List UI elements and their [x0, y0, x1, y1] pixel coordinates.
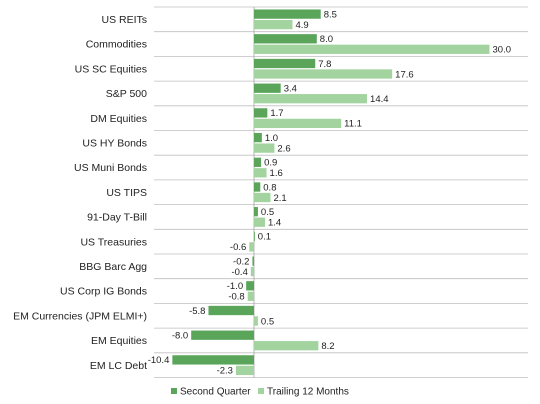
data-label-trailing-12-months: 30.0 — [493, 45, 512, 56]
data-label-second-quarter: -1.0 — [227, 281, 243, 292]
bar-trailing-12-months — [254, 316, 258, 326]
bar-trailing-12-months — [254, 192, 271, 203]
category-label: DM Equities — [90, 113, 147, 125]
bar-trailing-12-months — [254, 69, 393, 79]
category-label: US Treasuries — [80, 236, 147, 248]
bar-second-quarter — [254, 58, 316, 69]
category-label: US Muni Bonds — [74, 162, 147, 174]
data-label-second-quarter: 0.1 — [258, 232, 271, 243]
data-label-trailing-12-months: -0.6 — [230, 242, 246, 253]
data-label-second-quarter: -10.4 — [148, 355, 170, 366]
bar-second-quarter — [254, 108, 268, 118]
data-label-second-quarter: 0.5 — [261, 207, 274, 218]
data-label-second-quarter: -5.8 — [189, 306, 205, 317]
data-label-second-quarter: -0.2 — [233, 256, 249, 267]
bar-second-quarter — [254, 9, 321, 19]
data-label-second-quarter: 8.5 — [324, 9, 337, 20]
bar-second-quarter — [254, 132, 262, 143]
data-label-trailing-12-months: 17.6 — [395, 69, 414, 80]
category-label: S&P 500 — [106, 88, 147, 100]
legend-label-second-quarter: Second Quarter — [180, 387, 251, 398]
bar-trailing-12-months — [254, 143, 275, 153]
data-label-second-quarter: 8.0 — [320, 34, 333, 45]
data-label-second-quarter: -8.0 — [172, 331, 188, 342]
bar-trailing-12-months — [254, 168, 267, 178]
legend-swatch-second-quarter — [171, 388, 177, 394]
bar-trailing-12-months — [249, 242, 254, 252]
data-label-second-quarter: 7.8 — [318, 59, 331, 70]
bar-second-quarter — [172, 355, 254, 365]
bar-trailing-12-months — [254, 341, 319, 351]
category-label: EM Equities — [91, 335, 147, 347]
data-label-trailing-12-months: 8.2 — [321, 341, 334, 352]
data-label-trailing-12-months: 14.4 — [370, 94, 389, 105]
bar-trailing-12-months — [254, 44, 490, 54]
category-label: US TIPS — [106, 187, 147, 199]
data-label-trailing-12-months: -0.4 — [231, 267, 247, 278]
bar-second-quarter — [246, 281, 254, 291]
bar-second-quarter — [191, 330, 254, 340]
bar-trailing-12-months — [254, 19, 293, 30]
bar-trailing-12-months — [247, 291, 254, 301]
bar-second-quarter — [252, 256, 254, 266]
bar-second-quarter — [254, 157, 262, 167]
category-label: 91-Day T-Bill — [87, 212, 147, 224]
bar-trailing-12-months — [250, 266, 254, 277]
bar-second-quarter — [254, 207, 258, 217]
category-label: EM Currencies (JPM ELMI+) — [13, 310, 147, 322]
bar-second-quarter — [254, 34, 317, 44]
data-label-trailing-12-months: 1.4 — [268, 218, 281, 229]
bar-second-quarter — [254, 231, 255, 242]
category-label: Commodities — [86, 39, 147, 51]
bar-trailing-12-months — [254, 94, 368, 104]
data-label-trailing-12-months: 1.6 — [270, 168, 283, 179]
data-label-trailing-12-months: -2.3 — [217, 366, 233, 377]
data-label-trailing-12-months: 4.9 — [295, 20, 308, 31]
category-label: US REITs — [101, 14, 147, 26]
data-label-second-quarter: 0.9 — [264, 158, 277, 169]
data-label-second-quarter: 3.4 — [284, 84, 297, 95]
data-label-trailing-12-months: 2.6 — [277, 143, 290, 154]
category-label: EM LC Debt — [90, 360, 147, 372]
legend-label-trailing-12-months: Trailing 12 Months — [267, 387, 349, 398]
bar-second-quarter — [208, 305, 254, 316]
bar-second-quarter — [254, 182, 261, 192]
data-label-second-quarter: 1.0 — [265, 133, 278, 144]
bar-trailing-12-months — [235, 365, 254, 376]
category-label: BBG Barc Agg — [79, 261, 147, 273]
data-label-trailing-12-months: 2.1 — [273, 193, 286, 204]
legend-swatch-trailing-12-months — [258, 388, 264, 394]
data-label-second-quarter: 0.8 — [263, 182, 276, 193]
data-label-trailing-12-months: 0.5 — [261, 316, 274, 327]
data-label-trailing-12-months: -0.8 — [228, 292, 244, 303]
bar-trailing-12-months — [254, 217, 265, 227]
category-label: US SC Equities — [75, 63, 147, 75]
bar-second-quarter — [254, 83, 281, 93]
data-label-second-quarter: 1.7 — [270, 108, 283, 119]
category-label: US Corp IG Bonds — [60, 286, 147, 298]
data-label-trailing-12-months: 11.1 — [344, 119, 362, 130]
category-label: US HY Bonds — [82, 137, 147, 149]
bar-trailing-12-months — [254, 118, 342, 129]
